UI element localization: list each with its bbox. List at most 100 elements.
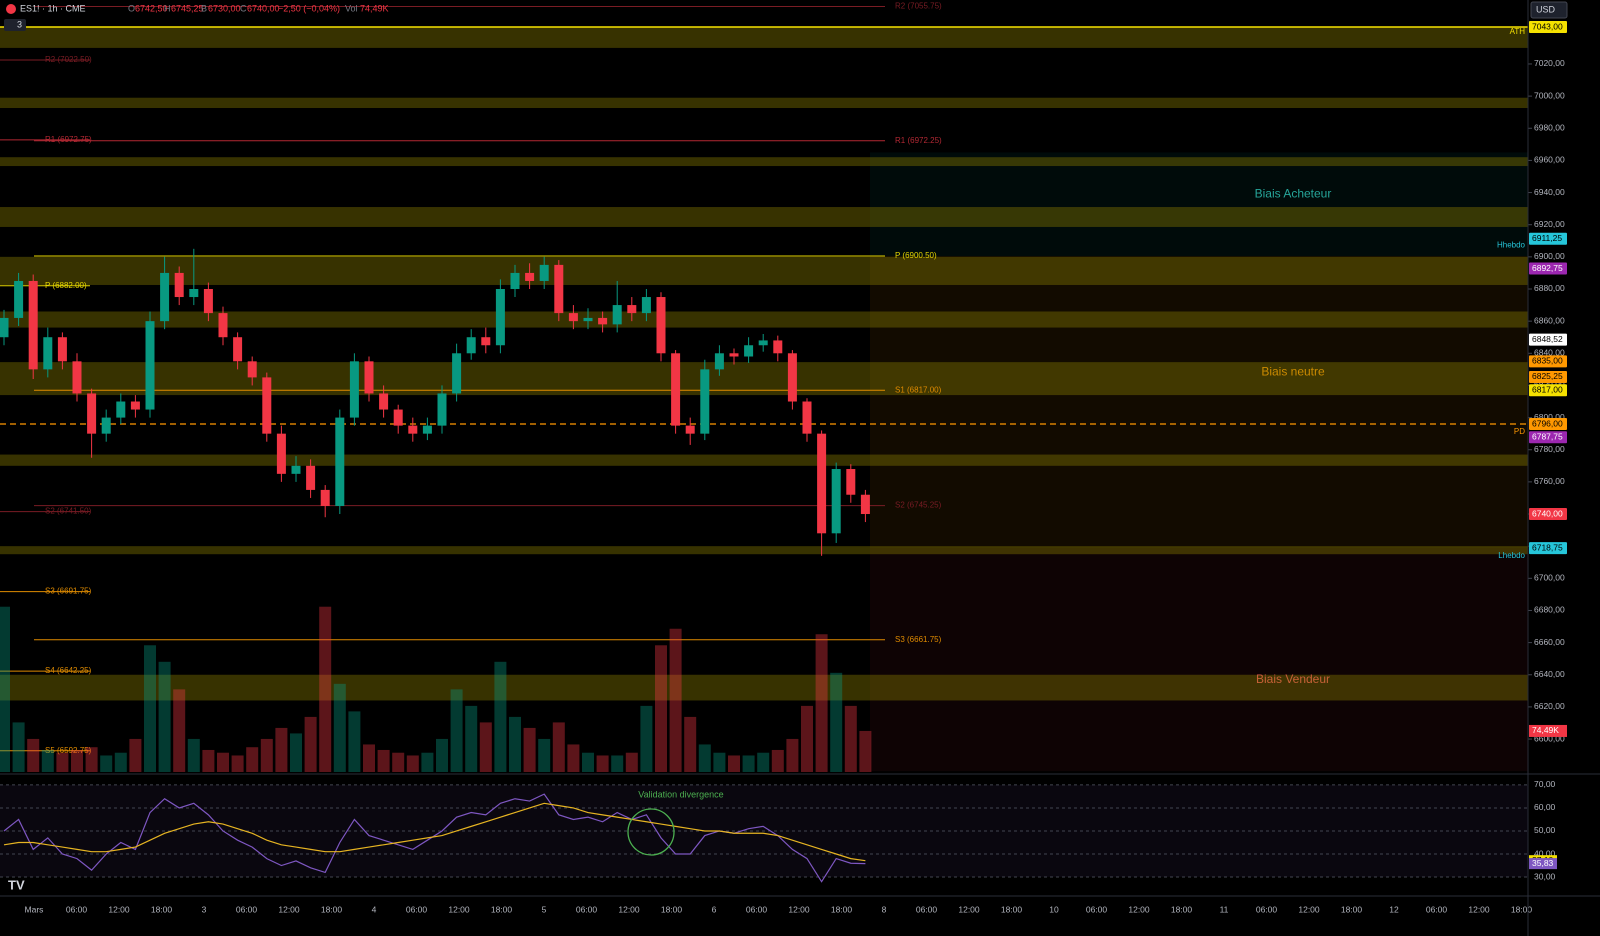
plot: R2 (7055.75) R2 (7022.50) R1 (6972.75) R1 (… xyxy=(0,2,1567,914)
candle-body xyxy=(116,401,126,418)
x-tick-label: 11 xyxy=(1220,904,1229,914)
candle-body xyxy=(568,313,578,322)
candle-body xyxy=(641,297,651,314)
x-tick-label: 06:00 xyxy=(1426,904,1448,914)
layout-button[interactable] xyxy=(4,19,26,31)
y-tick-label: 6960,00 xyxy=(1534,155,1565,165)
volume-bar xyxy=(144,645,156,772)
pivot-label: S4 (6642.25) xyxy=(45,666,92,675)
volume-bar xyxy=(319,606,332,772)
bias-zone xyxy=(870,548,1528,772)
y-tick-label: 6980,00 xyxy=(1534,123,1565,133)
volume-bar xyxy=(421,752,434,772)
candle-body xyxy=(495,288,505,346)
candle-body xyxy=(554,264,564,314)
ohlc-value: 6730,00 xyxy=(208,3,241,13)
volume-bar xyxy=(275,727,288,772)
rsi-tick-label: 40,00 xyxy=(1534,848,1556,858)
candle-body xyxy=(174,272,184,298)
ohlc-label: O xyxy=(128,3,135,13)
price-label: 6796,00 xyxy=(1532,418,1563,428)
y-tick-label: 6940,00 xyxy=(1534,187,1565,197)
pivot-label: S1 (6817.00) xyxy=(895,385,942,394)
price-label-bg xyxy=(1529,232,1567,245)
y-tick-label: 6860,00 xyxy=(1534,315,1565,325)
pivot-label: S2 (6745.25) xyxy=(895,501,942,510)
volume-label: 74,49K xyxy=(1532,725,1559,735)
x-tick-label: 12:00 xyxy=(108,904,130,914)
candle-body xyxy=(306,465,316,490)
y-tick-label: 7000,00 xyxy=(1534,90,1565,100)
rsi-label: 35,83 xyxy=(1532,858,1554,868)
bias-zone xyxy=(870,152,1528,257)
x-tick-label: 06:00 xyxy=(236,904,258,914)
volume-bar xyxy=(611,755,624,772)
pivot-label: S3 (6661.75) xyxy=(895,635,942,644)
x-tick-label: 06:00 xyxy=(916,904,938,914)
volume-bar xyxy=(523,727,536,772)
volume-bar xyxy=(830,672,843,772)
volume-bar xyxy=(231,755,244,772)
x-tick-label: 12:00 xyxy=(958,904,980,914)
candle-body xyxy=(276,433,286,474)
volume-bar xyxy=(12,722,25,772)
pivot-label: P (6882.00) xyxy=(45,281,87,290)
volume-bar xyxy=(698,744,711,772)
candle-body xyxy=(481,337,491,346)
candle-body xyxy=(539,264,549,281)
volume-bar xyxy=(465,705,478,772)
zone-band xyxy=(0,454,1528,466)
pivot-label: R1 (6972.75) xyxy=(45,135,92,144)
ohlc-label: B xyxy=(201,3,207,13)
x-tick-label: 06:00 xyxy=(746,904,768,914)
price-label: 6835,00 xyxy=(1532,356,1563,366)
currency[interactable]: USD xyxy=(1536,4,1556,14)
candle-body xyxy=(714,353,724,370)
pivot-label: S3 (6691.75) xyxy=(45,587,92,596)
volume-bar xyxy=(801,705,813,772)
volume-bar xyxy=(129,738,142,772)
x-tick-label: 18:00 xyxy=(321,904,343,914)
volume-bar xyxy=(509,716,521,772)
candle-body xyxy=(685,425,695,434)
volume-bar xyxy=(582,752,594,772)
price-label-bg xyxy=(1529,333,1567,346)
rsi-tick-label: 50,00 xyxy=(1534,825,1556,835)
symbol-icon xyxy=(6,4,16,14)
volume-bar xyxy=(450,689,463,772)
ohlc-label: H xyxy=(164,3,171,13)
zone-band xyxy=(0,256,1528,285)
volume-bar xyxy=(684,716,697,772)
y-tick-label: 6640,00 xyxy=(1534,669,1565,679)
vol-label: Vol xyxy=(345,3,358,13)
volume-bar xyxy=(173,689,186,772)
ohlc-label: C xyxy=(240,3,247,13)
price-label-bg xyxy=(1529,21,1567,34)
x-tick-label: 18:00 xyxy=(831,904,853,914)
layout-count[interactable]: 3 xyxy=(17,19,22,29)
candle-body xyxy=(203,288,213,314)
candle-body xyxy=(262,377,272,434)
volume-bar xyxy=(71,749,83,772)
candle-body xyxy=(101,417,111,434)
x-tick-label: 18:00 xyxy=(491,904,513,914)
candle-body xyxy=(247,361,257,378)
x-tick-label: Mars xyxy=(25,904,44,914)
pivot-label: R2 (7022.50) xyxy=(45,55,92,64)
currency-button[interactable] xyxy=(1530,1,1568,19)
divergence-circle xyxy=(627,808,675,856)
volume-bar xyxy=(333,683,346,772)
price-label: 6718,75 xyxy=(1532,542,1563,552)
rsi-tick-label: 60,00 xyxy=(1534,802,1556,812)
candle-body xyxy=(466,337,476,354)
volume-bar xyxy=(713,752,726,772)
level-tag: Hhebdo xyxy=(1497,241,1526,250)
x-tick-label: 6 xyxy=(712,904,717,914)
candle-body xyxy=(145,321,155,410)
volume-bar xyxy=(260,738,273,772)
candle-body xyxy=(598,317,608,325)
zone-band xyxy=(0,546,1528,555)
candle-body xyxy=(160,272,170,322)
x-tick-label: 12:00 xyxy=(1298,904,1320,914)
